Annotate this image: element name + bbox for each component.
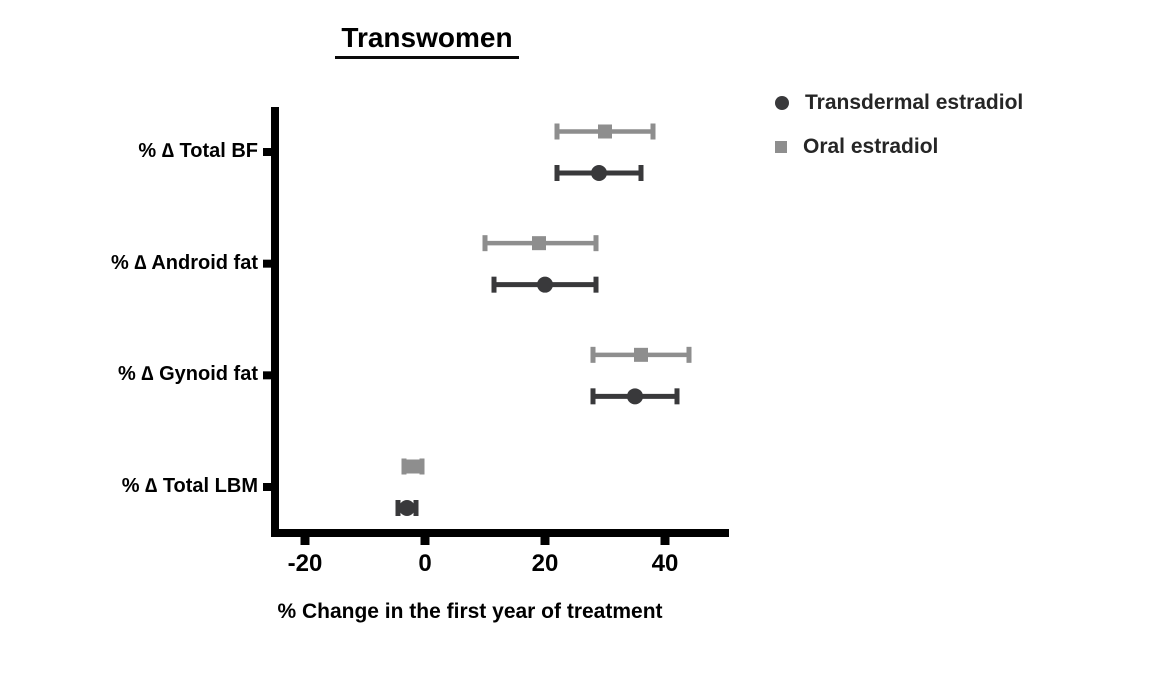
y-category-label: % ∆ Gynoid fat	[117, 363, 258, 386]
x-tick-label: 20	[531, 550, 559, 577]
legend: Transdermal estradiol Oral estradiol	[775, 88, 1023, 162]
y-category-label: % ∆ Total BF	[138, 140, 258, 163]
marker-square-cat0	[598, 124, 612, 139]
x-axis-title: % Change in the first year of treatment	[277, 600, 663, 623]
chart-title-text: Transwomen	[335, 22, 519, 59]
marker-square-cat3	[406, 459, 420, 474]
legend-item-transdermal: Transdermal estradiol	[775, 88, 1023, 118]
legend-square-marker-icon	[775, 141, 787, 153]
legend-label-transdermal: Transdermal estradiol	[805, 91, 1024, 114]
y-category-label: % ∆ Android fat	[110, 251, 258, 274]
legend-circle-marker-icon	[775, 96, 789, 110]
marker-circle-cat1	[537, 276, 553, 293]
x-tick-label: -20	[287, 550, 323, 577]
y-category-label: % ∆ Total LBM	[121, 475, 258, 498]
legend-item-oral: Oral estradiol	[775, 132, 1023, 162]
x-tick-label: 40	[651, 550, 679, 577]
chart-title: Transwomen	[275, 22, 579, 59]
marker-circle-cat0	[591, 165, 607, 181]
marker-square-cat1	[532, 236, 546, 251]
legend-label-oral: Oral estradiol	[803, 135, 939, 158]
x-tick-label: 0	[418, 550, 432, 577]
marker-circle-cat3	[399, 500, 415, 516]
marker-circle-cat2	[627, 388, 643, 405]
marker-square-cat2	[634, 347, 648, 362]
